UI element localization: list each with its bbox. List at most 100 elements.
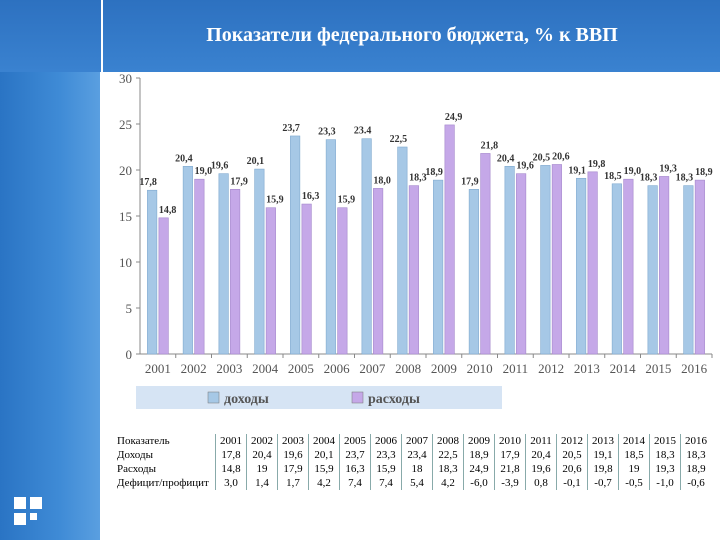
divider-line [101, 0, 103, 540]
x-tick-label: 2008 [395, 361, 421, 376]
table-cell: -3,9 [494, 476, 526, 490]
table-cell: 3,0 [215, 476, 247, 490]
table-cell: 18,3 [432, 462, 464, 476]
income-data-label: 20,5 [533, 152, 551, 163]
table-cell: 18,9 [680, 462, 711, 476]
table-cell: 2014 [618, 434, 650, 448]
table-cell: 19 [246, 462, 278, 476]
x-tick-label: 2002 [181, 361, 207, 376]
expense-data-label: 18,3 [409, 173, 427, 184]
row-label: Расходы [117, 463, 156, 475]
expense-bar [551, 164, 562, 355]
table-cell: 15,9 [308, 462, 340, 476]
table-cell: 4,2 [308, 476, 340, 490]
expense-data-label: 17,9 [230, 176, 248, 187]
table-cell: -0,5 [618, 476, 650, 490]
x-tick-label: 2006 [324, 361, 351, 376]
table-cell: 1,4 [246, 476, 278, 490]
income-data-label: 20,1 [247, 156, 265, 167]
x-tick-label: 2004 [252, 361, 279, 376]
y-tick-label: 5 [126, 301, 133, 316]
y-tick-label: 10 [119, 255, 132, 270]
expense-legend-label: расходы [368, 392, 420, 407]
expense-data-label: 19,0 [624, 166, 642, 177]
expense-bar [194, 178, 205, 355]
income-data-label: 18,3 [676, 173, 694, 184]
income-bar [683, 185, 694, 355]
table-row: Доходы 17,8 20,4 19,6 20,1 23,7 23,3 23,4 22,5 18… [114, 448, 711, 462]
income-bar [468, 189, 479, 355]
expense-data-label: 19,8 [588, 159, 606, 170]
table-cell: 1,7 [277, 476, 309, 490]
expense-bar [158, 217, 169, 355]
table-cell: 20,5 [556, 448, 588, 462]
income-bar [397, 146, 408, 355]
table-cell: 18,3 [680, 448, 711, 462]
income-data-label: 23,3 [318, 127, 336, 138]
expense-data-label: 15,9 [338, 195, 356, 206]
income-data-label: 23.4 [354, 126, 372, 137]
table-cell: 14,8 [215, 462, 247, 476]
table-cell: 18,3 [649, 448, 681, 462]
table-cell: 2013 [587, 434, 619, 448]
x-tick-label: 2013 [574, 361, 600, 376]
expense-data-label: 14,8 [159, 205, 177, 216]
income-legend-label: доходы [224, 392, 269, 407]
table-cell: 2001 [215, 434, 247, 448]
x-tick-label: 2007 [359, 361, 386, 376]
table-cell: 18,9 [463, 448, 495, 462]
income-data-label: 18,5 [604, 171, 622, 182]
table-cell: 2007 [401, 434, 433, 448]
income-bar [254, 168, 265, 355]
table-cell: 4,2 [432, 476, 464, 490]
expense-data-label: 18,9 [695, 167, 713, 178]
table-cell: 17,9 [277, 462, 309, 476]
x-tick-label: 2005 [288, 361, 314, 376]
table-cell: 2010 [494, 434, 526, 448]
table-cell: 2015 [649, 434, 681, 448]
expense-bar [230, 189, 241, 355]
income-data-label: 20,4 [497, 153, 515, 164]
expense-bar [444, 124, 455, 355]
expense-data-label: 19,0 [195, 166, 213, 177]
expense-data-label: 15,9 [266, 195, 284, 206]
x-tick-label: 2015 [645, 361, 671, 376]
income-bar [290, 135, 301, 355]
table-cell: 16,3 [339, 462, 371, 476]
logo-square-1 [14, 497, 26, 509]
expense-data-label: 18,0 [373, 175, 391, 186]
table-cell: 2006 [370, 434, 402, 448]
table-cell: 19 [618, 462, 650, 476]
expense-bar [659, 176, 670, 355]
expense-bar [587, 171, 598, 355]
expense-bar [265, 207, 276, 355]
table-cell: 5,4 [401, 476, 433, 490]
table-cell: 7,4 [339, 476, 371, 490]
income-bar [611, 183, 622, 355]
table-cell: 24,9 [463, 462, 495, 476]
table-cell: 15,9 [370, 462, 402, 476]
logo-square-4 [30, 513, 37, 520]
income-data-label: 20,4 [175, 153, 193, 164]
table-cell: 21,8 [494, 462, 526, 476]
income-data-label: 19,6 [211, 161, 229, 172]
y-tick-label: 30 [119, 71, 132, 86]
legend-box [136, 386, 502, 409]
expense-data-label: 24,9 [445, 112, 463, 123]
income-data-label: 18,9 [425, 167, 443, 178]
income-data-label: 22,5 [390, 134, 408, 145]
row-label: Доходы [117, 449, 153, 461]
x-tick-label: 2012 [538, 361, 564, 376]
table-cell: 23,3 [370, 448, 402, 462]
data-table: Показатель 2001 2002 2003 2004 2005 2006 2007 20… [114, 434, 711, 490]
income-bar [218, 173, 229, 355]
table-cell: 7,4 [370, 476, 402, 490]
row-label: Показатель [117, 435, 170, 447]
row-label: Дефицит/профицит [117, 477, 209, 489]
income-data-label: 23,7 [282, 123, 300, 134]
expense-bar [623, 178, 634, 355]
expense-data-label: 16,3 [302, 191, 320, 202]
table-cell: 23,4 [401, 448, 433, 462]
expense-data-label: 19,3 [659, 163, 677, 174]
table-cell: 20,6 [556, 462, 588, 476]
